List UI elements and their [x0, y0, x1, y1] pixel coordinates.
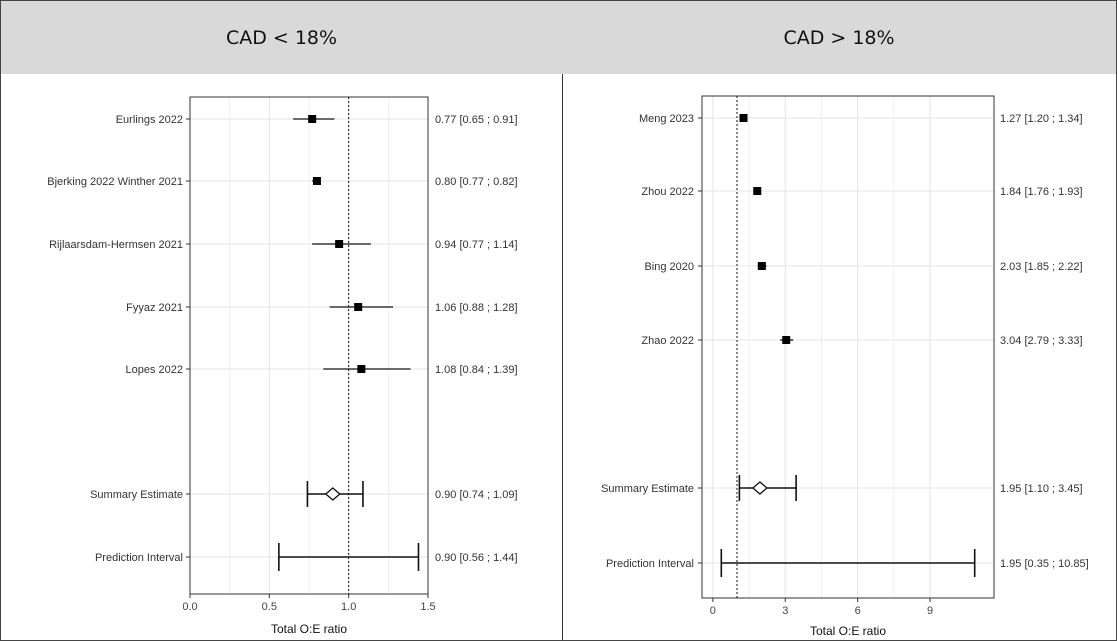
x-axis-title: Total O:E ratio [271, 622, 347, 636]
x-tick-label: 1.0 [341, 601, 356, 613]
summary-diamond [751, 481, 768, 495]
ci-value-label: 1.95 [1.10 ; 3.45] [1000, 483, 1083, 495]
study-point-estimate [308, 115, 317, 123]
panel-divider [562, 74, 563, 640]
ci-value-label: 1.27 [1.20 ; 1.34] [1000, 113, 1083, 125]
study-point-estimate [753, 187, 762, 195]
ci-value-label: 0.90 [0.56 ; 1.44] [435, 552, 518, 564]
study-point-estimate [357, 365, 366, 373]
study-label: Meng 2023 [639, 113, 694, 125]
x-tick-label: 6 [855, 605, 861, 617]
study-label: Summary Estimate [90, 489, 183, 501]
x-tick-label: 1.5 [420, 601, 435, 613]
ci-value-label: 2.03 [1.85 ; 2.22] [1000, 261, 1083, 273]
study-label: Zhao 2022 [641, 335, 694, 347]
study-point-estimate [757, 262, 766, 270]
ci-value-label: 0.94 [0.77 ; 1.14] [435, 239, 518, 251]
study-label: Fyyaz 2021 [126, 302, 183, 314]
study-point-estimate [335, 240, 344, 248]
study-label: Prediction Interval [95, 552, 183, 564]
ci-value-label: 3.04 [2.79 ; 3.33] [1000, 335, 1083, 347]
forest-panel-1: 0.0 0.5 1.0 1.5 Total O:E ratio Eurlings 2022… [47, 96, 518, 636]
study-point-estimate [312, 177, 321, 185]
study-label: Lopes 2022 [126, 364, 184, 376]
study-label: Eurlings 2022 [116, 114, 183, 126]
study-label: Zhou 2022 [641, 186, 694, 198]
study-label: Rijlaarsdam-Hermsen 2021 [49, 239, 183, 251]
study-point-estimate [782, 336, 791, 344]
study-label: Bing 2020 [644, 261, 694, 273]
study-point-estimate [739, 114, 748, 122]
summary-diamond [324, 487, 341, 501]
x-tick-label: 0.5 [262, 601, 277, 613]
x-tick-label: 0 [710, 605, 716, 617]
panel-title-right: CAD > 18% [562, 1, 1116, 74]
plot-border [189, 96, 429, 595]
ci-value-label: 0.90 [0.74 ; 1.09] [435, 489, 518, 501]
ci-value-label: 1.84 [1.76 ; 1.93] [1000, 186, 1083, 198]
x-tick-label: 9 [927, 605, 933, 617]
ci-value-label: 1.08 [0.84 ; 1.39] [435, 364, 518, 376]
ci-value-label: 1.95 [0.35 ; 10.85] [1000, 558, 1089, 570]
ci-value-label: 1.06 [0.88 ; 1.28] [435, 302, 518, 314]
plot-border [701, 95, 995, 599]
x-tick-label: 0.0 [182, 601, 197, 613]
forest-panel-2: 0 3 6 9 Total O:E ratio Meng 2023 1.27 [1.20 ;… [601, 95, 1089, 638]
study-label: Bjerking 2022 Winther 2021 [47, 176, 183, 188]
x-axis-title: Total O:E ratio [810, 624, 886, 638]
ci-value-label: 0.80 [0.77 ; 0.82] [435, 176, 518, 188]
panel-title-left: CAD < 18% [1, 1, 562, 74]
study-label: Prediction Interval [606, 558, 694, 570]
study-point-estimate [354, 303, 363, 311]
ci-value-label: 0.77 [0.65 ; 0.91] [435, 114, 518, 126]
study-label: Summary Estimate [601, 483, 694, 495]
x-tick-label: 3 [782, 605, 788, 617]
